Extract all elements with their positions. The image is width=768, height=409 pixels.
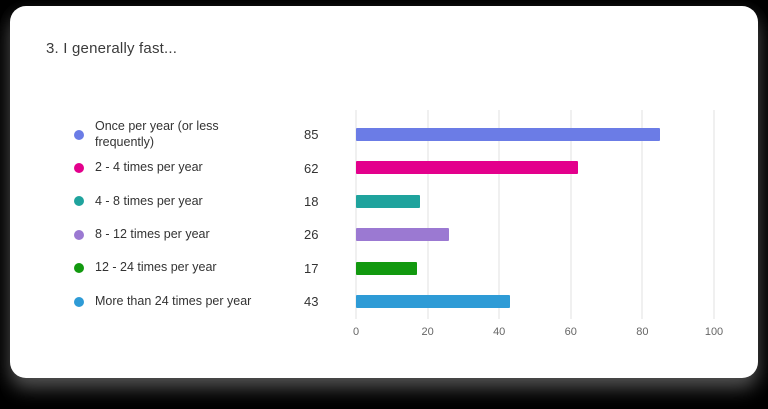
legend-label: 4 - 8 times per year: [95, 193, 203, 208]
x-tick-label: 80: [636, 326, 649, 338]
x-tick-label: 40: [493, 326, 506, 338]
legend-item: 12 - 24 times per year 17: [46, 252, 350, 285]
results-card: 3. I generally fast... Once per year (or…: [10, 6, 758, 378]
legend-label: 2 - 4 times per year: [95, 160, 203, 175]
bar-chart: 0 20 40 60 80 100: [352, 110, 723, 341]
x-tick-label: 20: [421, 326, 434, 338]
x-axis: 0 20 40 60 80 100: [352, 319, 723, 341]
gridline: [713, 110, 715, 319]
bar: [356, 228, 450, 242]
legend-value: 85: [304, 127, 319, 143]
legend-item: Once per year (or less frequently) 85: [46, 118, 350, 151]
legend-label: 12 - 24 times per year: [95, 260, 217, 275]
question-title: 3. I generally fast...: [46, 40, 178, 57]
x-tick-label: 0: [352, 326, 360, 338]
legend-label: Once per year (or less frequently): [95, 119, 219, 149]
gridline: [355, 110, 357, 319]
legend-color-dot: [74, 263, 84, 274]
bar: [356, 295, 510, 308]
x-tick-label: 60: [564, 326, 577, 338]
legend-color-dot: [74, 196, 84, 207]
legend: Once per year (or less frequently) 85 2 - …: [46, 118, 350, 318]
legend-value: 62: [304, 160, 319, 176]
legend-value: 17: [304, 260, 319, 276]
gridline: [427, 110, 429, 319]
plot-area: [355, 110, 715, 319]
x-tick-label: 100: [704, 326, 724, 338]
legend-color-dot: [74, 296, 84, 307]
legend-item: 2 - 4 times per year 62: [46, 151, 350, 184]
legend-item: More than 24 times per year 43: [46, 285, 350, 318]
legend-color-dot: [74, 129, 84, 140]
legend-color-dot: [74, 229, 84, 240]
gridline: [570, 110, 572, 319]
bar: [356, 161, 578, 175]
legend-item: 8 - 12 times per year 26: [46, 218, 350, 251]
legend-value: 43: [304, 294, 319, 310]
gridline: [641, 110, 643, 319]
legend-item: 4 - 8 times per year 18: [46, 185, 350, 218]
legend-color-dot: [74, 163, 84, 174]
legend-value: 26: [304, 227, 319, 243]
legend-label: More than 24 times per year: [95, 293, 252, 308]
bar: [356, 194, 421, 208]
gridline: [498, 110, 500, 319]
bar: [356, 261, 417, 275]
legend-value: 18: [304, 193, 319, 209]
chart-content: Once per year (or less frequently) 85 2 - …: [46, 110, 723, 341]
legend-label: 8 - 12 times per year: [95, 227, 210, 242]
bar: [356, 128, 661, 141]
